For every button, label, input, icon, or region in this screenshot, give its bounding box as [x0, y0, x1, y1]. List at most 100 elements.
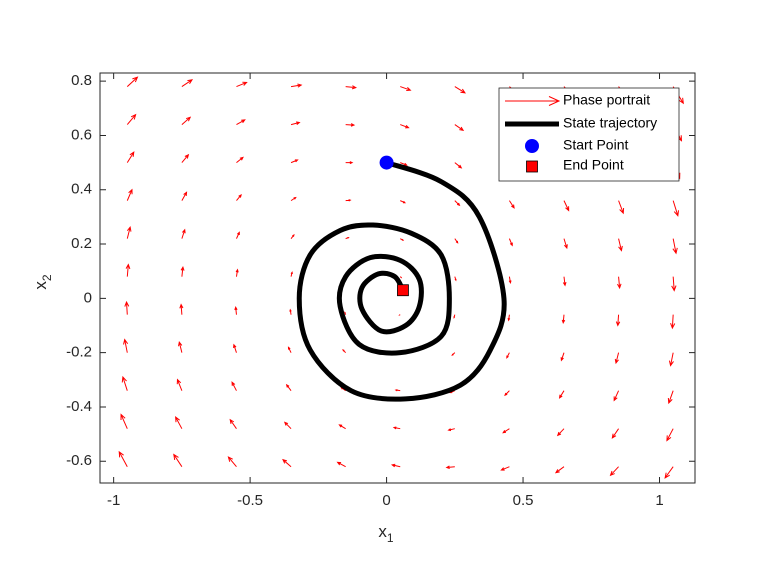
quiver-arrow: [454, 124, 465, 131]
quiver-arrow: [344, 311, 347, 315]
quiver-arrow: [126, 226, 132, 239]
quiver-arrow: [126, 188, 133, 201]
quiver-arrow: [236, 81, 248, 88]
legend-start-key: [525, 139, 539, 153]
quiver-arrow: [179, 303, 184, 315]
quiver-arrow: [454, 86, 466, 94]
y-tick-label: -0.4: [66, 398, 92, 415]
quiver-arrow: [667, 390, 674, 405]
quiver-arrow: [671, 276, 677, 292]
quiver-arrow: [454, 200, 461, 207]
quiver-arrow: [554, 466, 565, 474]
x-tick-label: -0.5: [237, 492, 263, 509]
quiver-arrow: [287, 346, 292, 353]
legend-label: End Point: [563, 157, 624, 173]
y-tick-label: 0.4: [71, 181, 92, 198]
quiver-arrow: [231, 381, 237, 391]
quiver-arrow: [290, 159, 299, 164]
quiver-arrow: [560, 352, 565, 362]
quiver-arrow: [502, 428, 510, 434]
quiver-arrow: [672, 200, 680, 217]
quiver-arrow: [283, 421, 292, 430]
x-label-sub: 1: [387, 531, 394, 545]
quiver-arrow: [399, 276, 403, 279]
quiver-arrow: [290, 121, 301, 126]
quiver-arrow: [342, 349, 347, 354]
y-tick-label: -0.2: [66, 344, 92, 361]
quiver-arrow: [399, 238, 405, 241]
legend-end-key: [526, 160, 538, 173]
quiver-arrow: [394, 389, 401, 392]
quiver-arrow: [181, 191, 188, 201]
quiver-arrow: [126, 76, 139, 87]
quiver-arrow: [175, 416, 183, 429]
quiver-arrow: [454, 238, 459, 244]
quiver-arrow: [345, 199, 352, 202]
quiver-arrow: [400, 200, 407, 204]
quiver-arrow: [508, 238, 513, 247]
quiver-arrow: [400, 86, 412, 92]
quiver-arrow: [345, 161, 354, 165]
quiver-arrow: [613, 390, 620, 402]
x-tick-label: 0: [382, 492, 390, 509]
quiver-arrow: [181, 116, 192, 125]
quiver-arrow: [451, 352, 456, 356]
start-point: [379, 155, 394, 170]
quiver-arrow: [234, 306, 238, 315]
axes-box: [99, 72, 696, 484]
x-label-base: x: [378, 522, 387, 541]
quiver-arrow: [178, 340, 183, 353]
quiver-arrow: [236, 119, 246, 126]
quiver-arrow: [173, 453, 183, 467]
quiver-arrow: [227, 456, 237, 468]
y-label-sub: 2: [40, 274, 54, 281]
quiver-arrow: [563, 238, 568, 250]
quiver-arrow: [454, 276, 457, 282]
quiver-arrow: [338, 424, 346, 430]
legend-label: Start Point: [563, 137, 628, 153]
quiver-arrow: [229, 418, 237, 429]
y-tick-label: 0.8: [71, 72, 92, 89]
quiver-arrow: [617, 276, 622, 290]
quiver-arrow: [614, 352, 620, 365]
quiver-arrow: [290, 234, 295, 239]
quiver-arrow: [345, 85, 357, 90]
trajectory-layer: [296, 155, 507, 402]
y-tick-label: 0.2: [71, 235, 92, 252]
quiver-arrow: [236, 231, 240, 239]
quiver-arrow: [345, 237, 350, 240]
quiver-arrow: [618, 200, 625, 215]
quiver-arrow: [611, 428, 619, 439]
quiver-arrow: [289, 308, 292, 315]
quiver-arrow: [447, 428, 455, 432]
quiver-arrow: [336, 461, 346, 468]
quiver-arrow: [181, 228, 186, 239]
quiver-arrow: [290, 83, 303, 88]
y-axis-label: x2: [31, 274, 54, 290]
quiver-arrow: [236, 193, 242, 201]
quiver-arrow: [609, 466, 619, 477]
quiver-arrow: [445, 465, 455, 469]
y-tick-label: 0.6: [71, 126, 92, 143]
quiver-arrow: [558, 390, 565, 399]
quiver-arrow: [290, 271, 293, 277]
x-axis-label: x1: [378, 522, 394, 545]
quiver-arrow: [118, 450, 128, 467]
y-label-base: x: [31, 281, 50, 290]
quiver-arrow: [176, 378, 183, 391]
quiver-arrow: [618, 238, 623, 252]
quiver-arrow: [563, 200, 570, 212]
quiver-arrow: [508, 200, 515, 209]
quiver-arrow: [670, 314, 676, 330]
x-tick-label: 0.5: [513, 492, 534, 509]
quiver-arrow: [666, 428, 674, 442]
quiver-arrow: [454, 162, 463, 169]
quiver-arrow: [123, 338, 129, 353]
y-tick-label: 0: [84, 289, 92, 306]
quiver-arrow: [282, 458, 292, 468]
legend: Phase portrait State trajectory Start Poin…: [498, 87, 680, 182]
quiver-arrow: [561, 314, 566, 325]
quiver-arrow: [124, 300, 130, 315]
x-tick-label: 1: [655, 492, 663, 509]
